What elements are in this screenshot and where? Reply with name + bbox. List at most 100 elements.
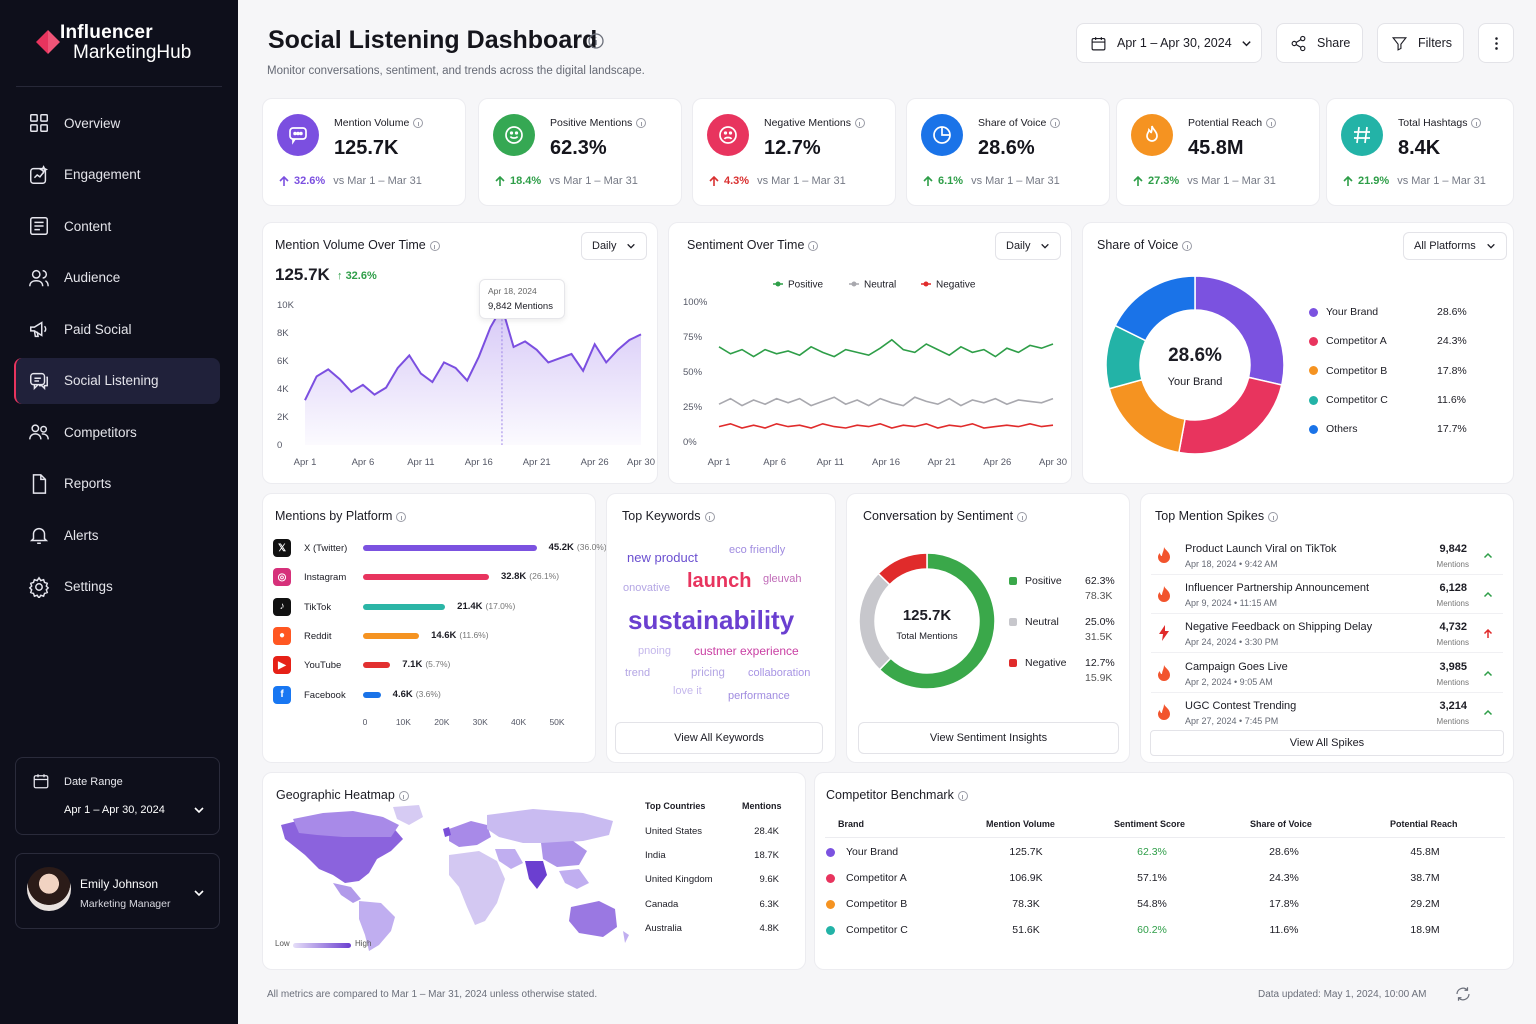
legend-item[interactable]: Competitor B 17.8% (1309, 365, 1469, 377)
donut-slice-your-brand[interactable] (1194, 275, 1285, 386)
keyword-tag[interactable]: performance (728, 690, 790, 702)
share-button[interactable]: Share (1276, 23, 1363, 63)
chevron-up-icon[interactable] (1483, 590, 1493, 600)
legend-item[interactable]: Positive (773, 280, 823, 291)
keyword-tag[interactable]: pnoing (638, 645, 672, 657)
sentiment-legend-item[interactable]: Positive 62.3% 78.3K (1009, 575, 1119, 609)
keyword-tag[interactable]: collaboration (748, 667, 811, 679)
keyword-tag[interactable]: pricing (691, 667, 725, 679)
table-row[interactable]: Competitor C 51.6K 60.2% 11.6% 18.9M (815, 924, 1515, 942)
spike-row[interactable]: Influencer Partnership Announcement Apr 9… (1151, 576, 1503, 615)
sidebar-item-social-listening[interactable]: Social Listening (14, 357, 220, 404)
spike-row[interactable]: Campaign Goes Live Apr 2, 2024 • 9:05 AM 3… (1151, 655, 1503, 693)
view-all-spikes-button[interactable]: View All Spikes (1150, 730, 1504, 756)
info-icon[interactable] (1266, 118, 1277, 129)
info-icon[interactable] (1050, 118, 1061, 129)
brand-logo[interactable]: Influencer MarketingHub (36, 22, 216, 66)
info-icon[interactable] (636, 118, 647, 129)
legend-item[interactable]: Negative (921, 280, 976, 291)
sidebar-item-overview[interactable]: Overview (14, 100, 220, 146)
sentiment-legend-item[interactable]: Negative 12.7% 15.9K (1009, 657, 1119, 691)
sidebar-item-audience[interactable]: Audience (14, 255, 220, 301)
spike-row[interactable]: Negative Feedback on Shipping Delay Apr 2… (1151, 615, 1503, 654)
donut-slice-others[interactable] (1114, 275, 1196, 342)
legend-item[interactable]: Neutral (849, 280, 896, 291)
info-icon[interactable] (957, 790, 968, 801)
kpi-card[interactable]: Mention Volume 125.7K 32.6% vs Mar 1 – Mar … (262, 98, 466, 206)
kpi-card[interactable]: Positive Mentions 62.3% 18.4% vs Mar 1 – Ma… (478, 98, 682, 206)
table-row[interactable]: Your Brand 125.7K 62.3% 28.6% 45.8M (815, 846, 1515, 864)
table-row[interactable]: Competitor B 78.3K 54.8% 17.8% 29.2M (815, 898, 1515, 916)
sidebar-item-content[interactable]: Content (14, 203, 220, 249)
sidebar-item-settings[interactable]: Settings (14, 564, 220, 610)
spike-row[interactable]: Product Launch Viral on TikTok Apr 18, 20… (1151, 537, 1503, 575)
sentiment-legend-item[interactable]: Neutral 25.0% 31.5K (1009, 616, 1119, 650)
info-icon[interactable] (396, 511, 407, 522)
info-icon[interactable] (1017, 511, 1028, 522)
keyword-tag[interactable]: love it (673, 685, 702, 697)
sidebar-item-engagement[interactable]: Engagement (14, 152, 220, 198)
info-icon[interactable] (398, 790, 409, 801)
keyword-tag[interactable]: launch (687, 570, 752, 592)
granularity-dropdown[interactable]: Daily (995, 232, 1062, 260)
arrow-up-icon[interactable] (1483, 629, 1493, 639)
info-icon[interactable] (429, 240, 440, 251)
info-icon[interactable] (1471, 118, 1482, 129)
sidebar-item-alerts[interactable]: Alerts (14, 512, 220, 558)
spike-row[interactable]: UGC Contest Trending Apr 27, 2024 • 7:45 … (1151, 694, 1503, 732)
keyword-tag[interactable]: sustainability (628, 605, 795, 635)
keyword-tag[interactable]: custmer experience (694, 644, 799, 658)
keyword-tag[interactable]: onovative (623, 582, 671, 594)
info-icon[interactable] (588, 33, 604, 49)
sentiment-donut (858, 552, 996, 690)
info-icon[interactable] (1268, 511, 1279, 522)
legend-item[interactable]: Competitor C 11.6% (1309, 394, 1469, 406)
date-range-picker[interactable]: Apr 1 – Apr 30, 2024 (1076, 23, 1262, 63)
sidebar-item-label: Social Listening (64, 373, 159, 388)
legend-item[interactable]: Competitor A 24.3% (1309, 335, 1469, 347)
platform-filter-dropdown[interactable]: All Platforms (1403, 232, 1507, 260)
keyword-tag[interactable]: eco friendly (729, 544, 786, 556)
info-icon[interactable] (704, 511, 715, 522)
kpi-card[interactable]: Total Hashtags 8.4K 21.9% vs Mar 1 – Mar 31 (1326, 98, 1514, 206)
info-icon[interactable] (1182, 240, 1193, 251)
kpi-card[interactable]: Negative Mentions 12.7% 4.3% vs Mar 1 – Mar… (692, 98, 896, 206)
y-tick-label: 10K (277, 300, 295, 311)
platform-row[interactable]: ▶ YouTube 7.1K (5.7%) (273, 656, 603, 676)
platform-row[interactable]: ● Reddit 14.6K (11.6%) (273, 626, 603, 647)
platform-row[interactable]: ♪ TikTok 21.4K (17.0%) (273, 597, 603, 618)
view-sentiment-insights-button[interactable]: View Sentiment Insights (858, 722, 1119, 754)
granularity-dropdown[interactable]: Daily (581, 232, 648, 260)
donut-slice-negative[interactable] (877, 552, 928, 586)
info-icon[interactable] (808, 240, 819, 251)
donut-center-value: 125.7K (902, 607, 952, 624)
filters-button[interactable]: Filters (1377, 23, 1464, 63)
refresh-icon[interactable] (1454, 985, 1472, 1003)
platform-row[interactable]: ◎ Instagram 32.8K (26.1%) (273, 568, 603, 588)
kpi-card[interactable]: Share of Voice 28.6% 6.1% vs Mar 1 – Mar 31 (906, 98, 1110, 206)
keyword-tag[interactable]: trend (625, 667, 651, 679)
chevron-up-icon[interactable] (1483, 669, 1493, 679)
sidebar-item-paid-social[interactable]: Paid Social (14, 306, 220, 352)
legend-item[interactable]: Others 17.7% (1309, 423, 1469, 435)
donut-slice-competitor-b[interactable] (1108, 378, 1186, 454)
more-options-button[interactable] (1478, 23, 1514, 63)
sidebar-date-range[interactable]: Date Range Apr 1 – Apr 30, 2024 (15, 757, 220, 835)
donut-slice-positive[interactable] (878, 552, 996, 690)
info-icon[interactable] (854, 118, 865, 129)
platform-row[interactable]: f Facebook 4.6K (3.6%) (273, 685, 603, 706)
donut-slice-competitor-a[interactable] (1177, 376, 1283, 455)
legend-item[interactable]: Your Brand 28.6% (1309, 306, 1469, 318)
kpi-card[interactable]: Potential Reach 45.8M 27.3% vs Mar 1 – Mar … (1116, 98, 1320, 206)
keyword-tag[interactable]: gleuvah (763, 573, 802, 585)
chevron-up-icon[interactable] (1483, 551, 1493, 561)
platform-row[interactable]: 𝕏 X (Twitter) 45.2K (36.0%) (273, 539, 607, 559)
user-profile[interactable]: Emily Johnson Marketing Manager (15, 853, 220, 929)
sidebar-item-reports[interactable]: Reports (14, 461, 220, 507)
table-row[interactable]: Competitor A 106.9K 57.1% 24.3% 38.7M (815, 872, 1515, 890)
chevron-up-icon[interactable] (1483, 708, 1493, 718)
info-icon[interactable] (413, 118, 424, 129)
keyword-tag[interactable]: new product (627, 550, 698, 565)
sidebar-item-competitors[interactable]: Competitors (14, 409, 220, 455)
view-all-keywords-button[interactable]: View All Keywords (615, 722, 823, 754)
